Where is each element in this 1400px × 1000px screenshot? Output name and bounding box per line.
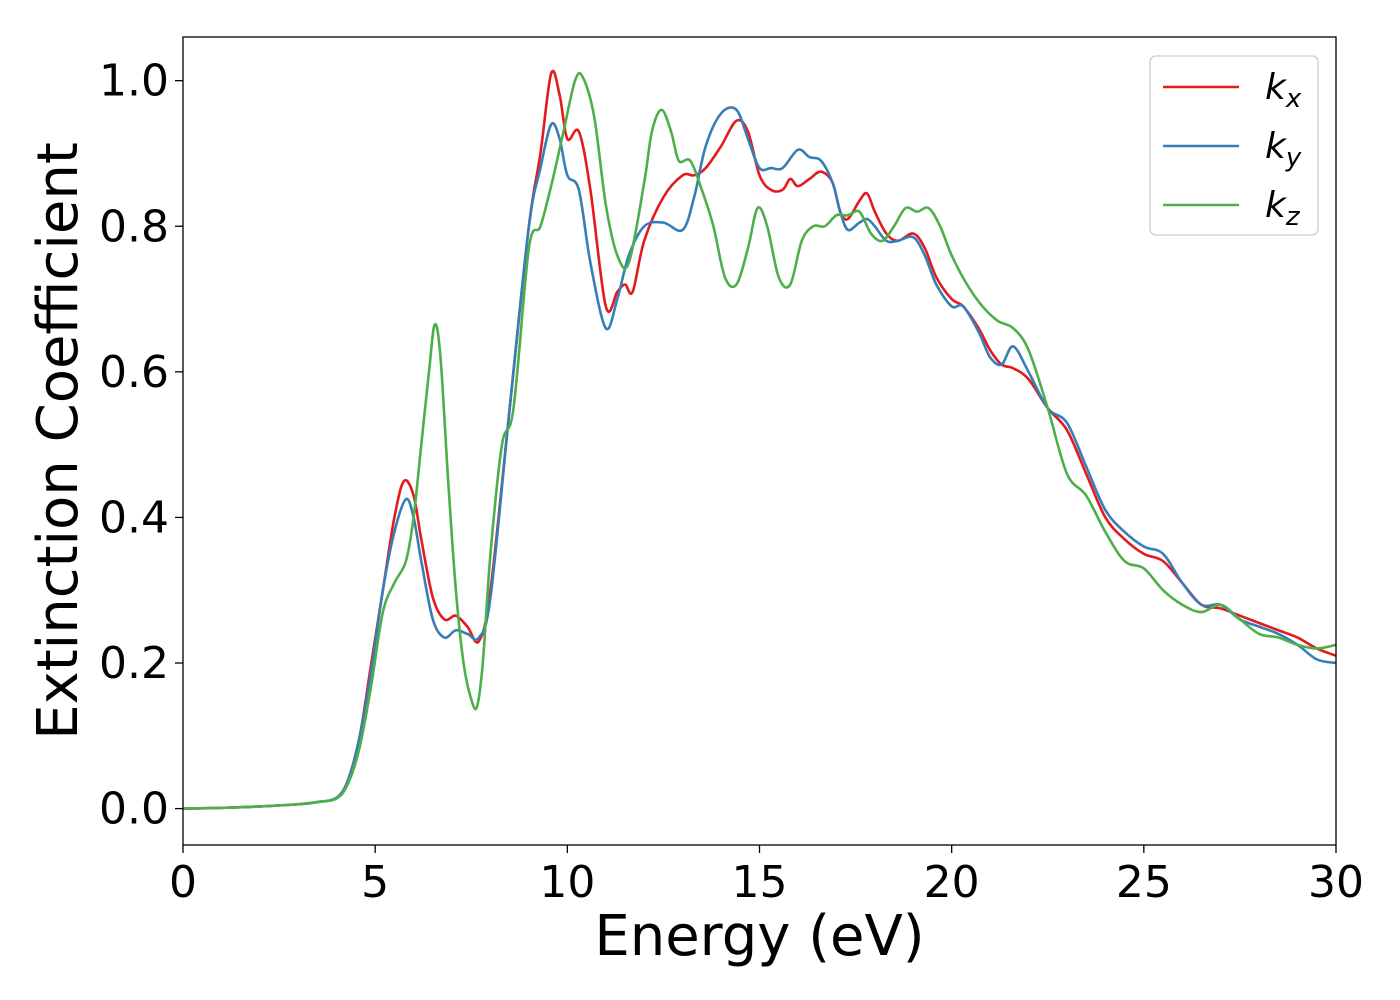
legend-label: kx: [1265, 67, 1302, 114]
series-line-kx: [183, 69, 1336, 810]
x-tick-label: 5: [361, 857, 389, 908]
legend-entry-kz: kz: [1163, 185, 1301, 232]
x-tick-label: 0: [169, 857, 197, 908]
legend-entry-ky: ky: [1163, 126, 1302, 173]
legend-label: kz: [1265, 185, 1301, 232]
x-tick-label: 30: [1308, 857, 1364, 908]
y-axis-title: Extinction Coefficient: [26, 142, 91, 740]
legend: kx ky kz: [1149, 55, 1319, 236]
x-tick-label: 15: [732, 857, 788, 908]
legend-entry-kx: kx: [1163, 67, 1302, 114]
x-tick-label: 20: [924, 857, 980, 908]
y-tick-label: 0.0: [99, 784, 169, 835]
y-axis-ticks: 0.0 0.2 0.4 0.6 0.8 1.0: [99, 56, 183, 835]
series-line-ky: [183, 106, 1336, 810]
x-axis-title: Energy (eV): [594, 904, 924, 969]
y-tick-label: 0.6: [99, 347, 169, 398]
x-tick-label: 25: [1116, 857, 1172, 908]
x-tick-label: 10: [539, 857, 595, 908]
y-tick-label: 0.2: [99, 638, 169, 689]
y-tick-label: 0.4: [99, 492, 169, 543]
plot-lines: [183, 69, 1336, 810]
y-tick-label: 1.0: [99, 56, 169, 107]
series-line-kz: [183, 71, 1336, 810]
y-tick-label: 0.8: [99, 201, 169, 252]
x-axis-ticks: 0 5 10 15 20 25 30: [169, 845, 1364, 908]
legend-label: ky: [1265, 126, 1302, 173]
